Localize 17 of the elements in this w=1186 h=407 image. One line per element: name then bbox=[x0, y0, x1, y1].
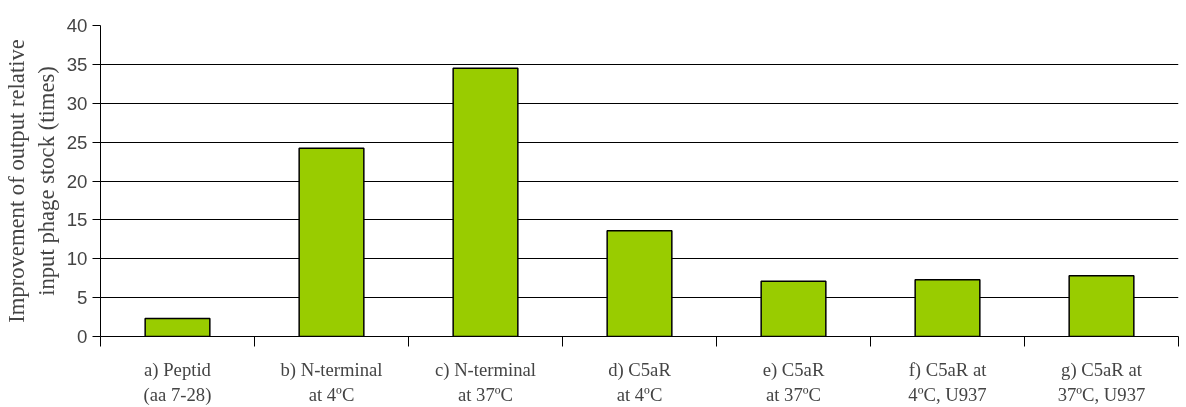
y-tick-label: 0 bbox=[77, 326, 88, 347]
y-tick-label: 10 bbox=[66, 248, 88, 270]
y-tick-label: 20 bbox=[66, 170, 88, 192]
x-tick-label: b) N-terminal at 4ºC bbox=[280, 358, 383, 405]
x-tick-label: c) N-terminal at 37ºC bbox=[435, 358, 537, 405]
y-tick-label: 30 bbox=[66, 92, 88, 114]
x-tick-label: d) C5aR at 4ºC bbox=[608, 358, 672, 405]
y-tick-label: 15 bbox=[66, 209, 88, 231]
x-tick-label: e) C5aR at 37ºC bbox=[762, 358, 825, 405]
y-tick-label: 5 bbox=[77, 287, 88, 309]
y-tick-label: 35 bbox=[66, 53, 88, 75]
y-axis-title: Improvement of output relative input phage stock (times) bbox=[3, 39, 59, 323]
x-tick-label: g) C5aR at 37ºC, U937 bbox=[1057, 358, 1146, 405]
y-tick-label: 40 bbox=[66, 15, 88, 36]
y-tick-label: 25 bbox=[66, 131, 88, 153]
x-tick-label: f) C5aR at 4ºC, U937 bbox=[908, 358, 988, 405]
x-tick-label: a) Peptid (aa 7-28) bbox=[143, 358, 212, 406]
